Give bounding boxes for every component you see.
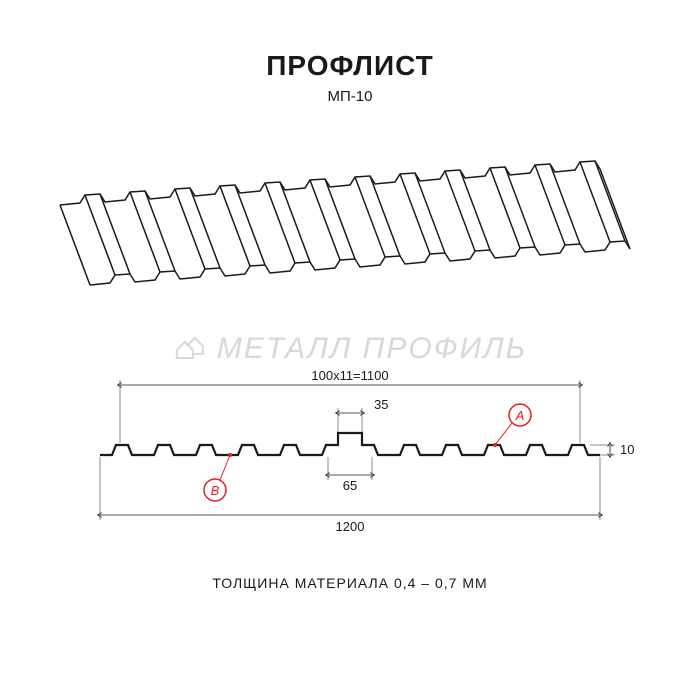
diagram-container: ПРОФЛИСТ МП-10 — [0, 0, 700, 700]
dim-rib-bottom-label: 65 — [343, 478, 357, 493]
marker-a: A — [493, 404, 531, 447]
page-subtitle: МП-10 — [328, 88, 373, 105]
iso-back-edge — [60, 161, 600, 205]
profile-section: 100x11=1100 35 10 65 1200 — [50, 365, 650, 545]
dim-rib-top-label: 35 — [374, 397, 388, 412]
iso-front-edge — [90, 241, 630, 285]
page-title: ПРОФЛИСТ — [266, 50, 433, 82]
thickness-label: ТОЛЩИНА МАТЕРИАЛА 0,4 – 0,7 ММ — [212, 575, 487, 591]
dim-overall-width-label: 1200 — [336, 519, 365, 534]
dim-rib-height-label: 10 — [620, 442, 634, 457]
marker-b: B — [204, 453, 232, 501]
profile-path — [100, 433, 600, 455]
svg-text:A: A — [515, 408, 525, 423]
svg-text:B: B — [211, 483, 220, 498]
isometric-view — [50, 135, 650, 295]
dim-working-width-label: 100x11=1100 — [311, 368, 388, 383]
